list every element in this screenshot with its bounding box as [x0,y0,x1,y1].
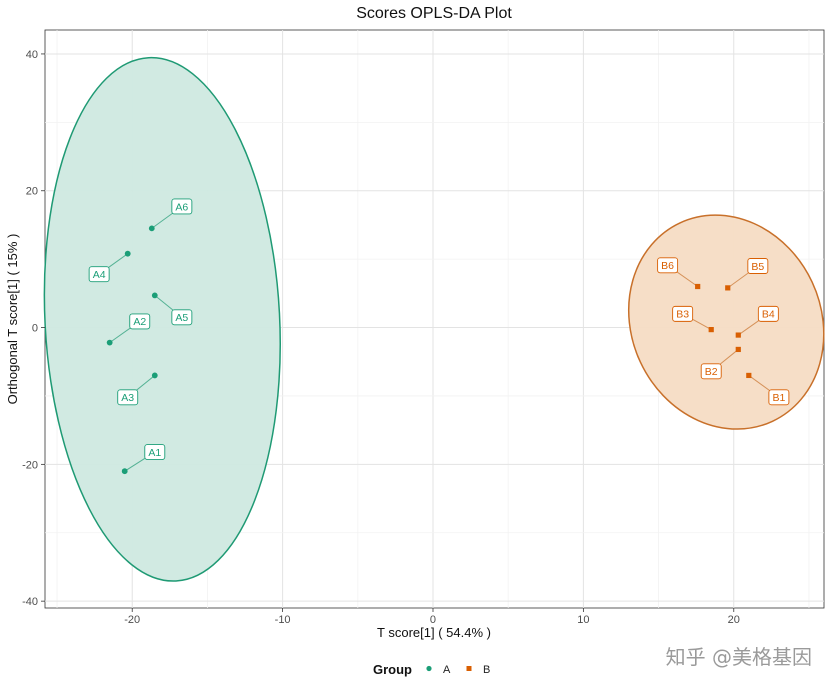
y-tick-label: -40 [22,596,38,608]
point-label-box [657,257,679,274]
x-tick-label: -20 [124,614,140,626]
data-point-a6 [148,225,155,232]
data-point-b2 [735,346,741,353]
point-label-a1: A1 [148,447,161,459]
point-label-a3: A3 [121,392,134,404]
point-label-a2: A2 [133,316,146,328]
y-tick-label: 20 [26,186,38,198]
point-label-box [757,305,779,322]
y-axis-label: Orthogonal T score[1] ( 15% ) [5,234,20,405]
point-label-a4: A4 [93,269,106,281]
point-label-b4: B4 [762,309,775,321]
data-point-a2 [106,339,113,346]
legend: Group A B [373,662,490,677]
legend-label-b: B [483,664,490,676]
x-axis-label: T score[1] ( 54.4% ) [377,625,491,640]
x-tick-label: 20 [728,614,740,626]
point-label-b1: B1 [772,392,785,404]
x-tick-label: -10 [275,614,291,626]
legend-key-b [466,666,472,671]
x-tick-label: 0 [430,614,436,626]
axis-ticks: -20 -10 0 10 20 -40 -20 0 20 40 [22,49,740,626]
data-point-a1 [121,468,128,475]
point-label-box [700,363,722,380]
watermark-text: 知乎 @美格基因 [666,645,812,669]
legend-title: Group [373,662,412,677]
y-tick-label: -20 [22,459,38,471]
point-label-b5: B5 [751,261,764,273]
point-label-b3: B3 [676,309,689,321]
data-points [106,225,752,475]
data-point-b4 [735,332,741,338]
y-tick-label: 0 [32,323,38,335]
legend-label-a: A [443,664,451,676]
point-label-box [171,198,193,215]
point-label-box [117,389,139,406]
data-point-a4 [124,250,131,257]
data-point-a5 [151,292,158,299]
point-label-b2: B2 [705,366,718,378]
ellipse-group-a [43,56,281,582]
group-ellipses [43,56,825,582]
point-label-box [88,266,110,283]
point-label-box [672,305,694,322]
legend-key-a [426,665,432,672]
point-label-b6: B6 [661,260,674,272]
chart-title: Scores OPLS-DA Plot [356,5,512,22]
data-point-b3 [708,327,714,333]
data-point-b5 [725,285,731,291]
point-label-box [144,444,166,460]
point-label-box [747,258,769,274]
x-tick-label: 10 [577,614,589,626]
point-label-a5: A5 [175,312,188,324]
point-label-box [768,389,790,406]
data-point-b6 [695,283,701,290]
point-label-box [129,313,151,330]
point-labels: A1 A2 A3 A4 A5 A6 B1 B2 B3 B4 B5 B6 [88,198,790,472]
point-label-a6: A6 [175,201,188,213]
data-point-b1 [746,372,752,379]
point-label-box [171,309,193,326]
y-tick-label: 40 [26,49,38,61]
data-point-a3 [151,372,158,379]
